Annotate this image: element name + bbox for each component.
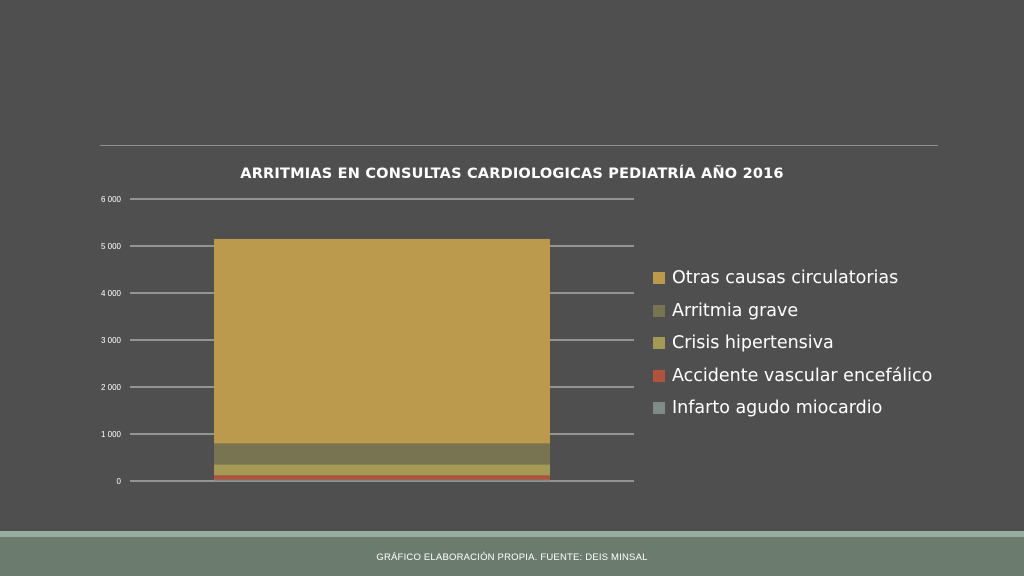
bar-segment-accidente-vascular-encef-lico [214, 475, 550, 480]
y-tick-label: 6 000 [101, 195, 122, 204]
bar-segment-otras-causas-circulatorias [214, 238, 550, 444]
chart-legend: Otras causas circulatorias Arritmia grave… [653, 262, 932, 425]
legend-item: Otras causas circulatorias [653, 262, 932, 295]
y-tick-label: 2 000 [101, 383, 122, 392]
footer-accent-strip [0, 531, 1024, 537]
legend-label: Arritmia grave [672, 300, 799, 321]
legend-item: Crisis hipertensiva [653, 327, 932, 360]
legend-swatch [653, 272, 665, 285]
legend-label: Otras causas circulatorias [672, 268, 899, 289]
title-divider [100, 145, 938, 146]
legend-label: Crisis hipertensiva [672, 333, 834, 354]
legend-item: Arritmia grave [653, 295, 932, 328]
legend-label: Accidente vascular encefálico [672, 365, 933, 386]
bar-segment-arritmia-grave [214, 443, 550, 465]
footer-band [0, 537, 1024, 576]
legend-swatch [653, 369, 665, 382]
legend-label: Infarto agudo miocardio [672, 398, 883, 419]
y-tick-label: 1 000 [101, 430, 122, 439]
legend-item: Infarto agudo miocardio [653, 392, 932, 425]
footer-source-note: GRÁFICO ELABORACIÓN PROPIA. FUENTE: DEIS… [376, 552, 648, 563]
legend-swatch [653, 402, 665, 415]
y-tick-label: 3 000 [101, 336, 122, 345]
bar-segment-crisis-hipertensiva [214, 464, 550, 476]
chart-title: ARRITMIAS EN CONSULTAS CARDIOLOGICAS PED… [240, 166, 784, 182]
legend-swatch [653, 337, 665, 350]
legend-item: Accidente vascular encefálico [653, 360, 932, 393]
y-tick-label: 5 000 [101, 242, 122, 251]
y-tick-label: 4 000 [101, 289, 122, 298]
bar-segment-infarto-agudo-miocardio [214, 479, 550, 481]
legend-swatch [653, 304, 665, 317]
y-tick-label: 0 [117, 477, 122, 486]
